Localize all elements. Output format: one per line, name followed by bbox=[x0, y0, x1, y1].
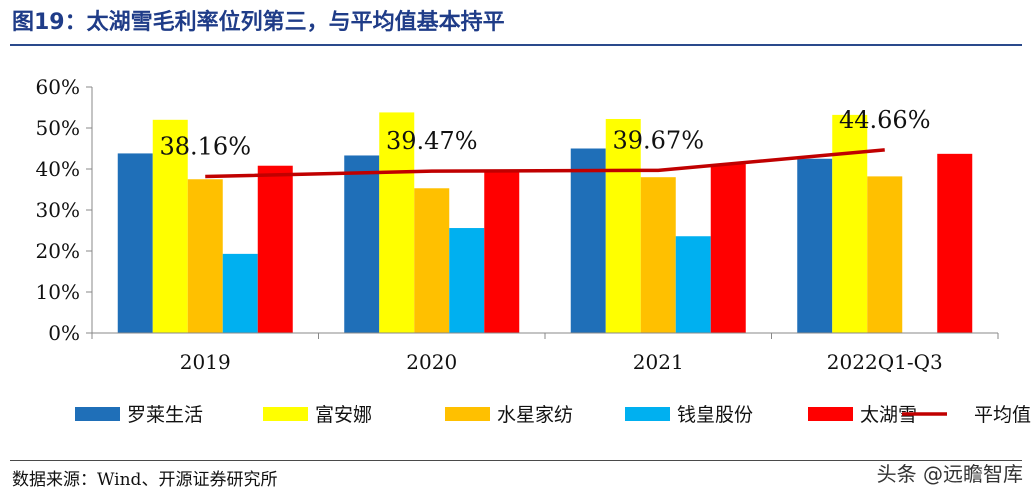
y-tick-label: 50% bbox=[36, 116, 80, 140]
x-tick-label: 2021 bbox=[633, 350, 684, 374]
average-line-path bbox=[205, 148, 885, 179]
average-data-label: 39.67% bbox=[612, 126, 704, 154]
bar bbox=[449, 228, 485, 333]
x-tick-label: 2020 bbox=[406, 350, 457, 374]
bar bbox=[117, 153, 153, 333]
footer-divider bbox=[10, 460, 1022, 461]
average-data-label: 38.16% bbox=[159, 133, 251, 161]
bar bbox=[710, 164, 746, 333]
x-tick-label: 2019 bbox=[180, 350, 231, 374]
legend: 罗莱生活 富安娜 水星家纺 钱皇股份 太湖雪 平均值 bbox=[75, 404, 1031, 426]
y-tick-label: 60% bbox=[36, 75, 80, 99]
bar bbox=[937, 153, 973, 333]
legend-label: 钱皇股份 bbox=[677, 404, 753, 426]
bar bbox=[187, 179, 223, 333]
bar bbox=[152, 119, 188, 333]
y-tick-label: 30% bbox=[36, 198, 80, 222]
bar bbox=[867, 176, 903, 333]
bar bbox=[257, 165, 293, 333]
bar bbox=[640, 177, 676, 333]
average-line: 38.16% 39.47% 39.67% 44.66% bbox=[159, 106, 931, 179]
x-axis: 2019 2020 2021 2022Q1-Q3 bbox=[91, 332, 999, 374]
legend-swatch bbox=[445, 407, 490, 421]
legend-label: 太湖雪 bbox=[860, 404, 917, 426]
average-data-label: 39.47% bbox=[386, 127, 478, 155]
legend-swatch bbox=[625, 407, 670, 421]
bar bbox=[414, 188, 450, 333]
bar bbox=[675, 236, 711, 333]
legend-label: 罗莱生活 bbox=[127, 404, 203, 426]
y-tick-label: 40% bbox=[36, 157, 80, 181]
bar bbox=[605, 118, 641, 333]
bar bbox=[222, 253, 258, 333]
watermark: 头条 @远瞻智库 bbox=[876, 462, 1023, 486]
bar bbox=[570, 148, 606, 333]
y-tick-label: 20% bbox=[36, 239, 80, 263]
legend-swatch bbox=[75, 407, 120, 421]
bar bbox=[797, 158, 833, 333]
y-tick-label: 0% bbox=[48, 321, 80, 345]
bar bbox=[344, 155, 380, 333]
bar bbox=[379, 112, 415, 333]
y-tick-label: 10% bbox=[36, 280, 80, 304]
bars bbox=[117, 112, 973, 333]
legend-label: 平均值 bbox=[974, 404, 1031, 426]
y-axis: 0% 10% 20% 30% 40% 50% 60% bbox=[36, 75, 93, 345]
legend-swatch bbox=[808, 407, 853, 421]
bar bbox=[832, 114, 868, 333]
average-data-label: 44.66% bbox=[839, 106, 931, 134]
title-divider bbox=[10, 44, 1022, 46]
legend-label: 水星家纺 bbox=[497, 404, 573, 426]
bar bbox=[484, 171, 520, 333]
page-title: 图19：太湖雪毛利率位列第三，与平均值基本持平 bbox=[12, 10, 505, 35]
x-tick-label: 2022Q1-Q3 bbox=[827, 350, 943, 374]
source-note: 数据来源：Wind、开源证券研究所 bbox=[12, 470, 278, 490]
legend-swatch bbox=[263, 407, 308, 421]
legend-label: 富安娜 bbox=[315, 404, 372, 426]
